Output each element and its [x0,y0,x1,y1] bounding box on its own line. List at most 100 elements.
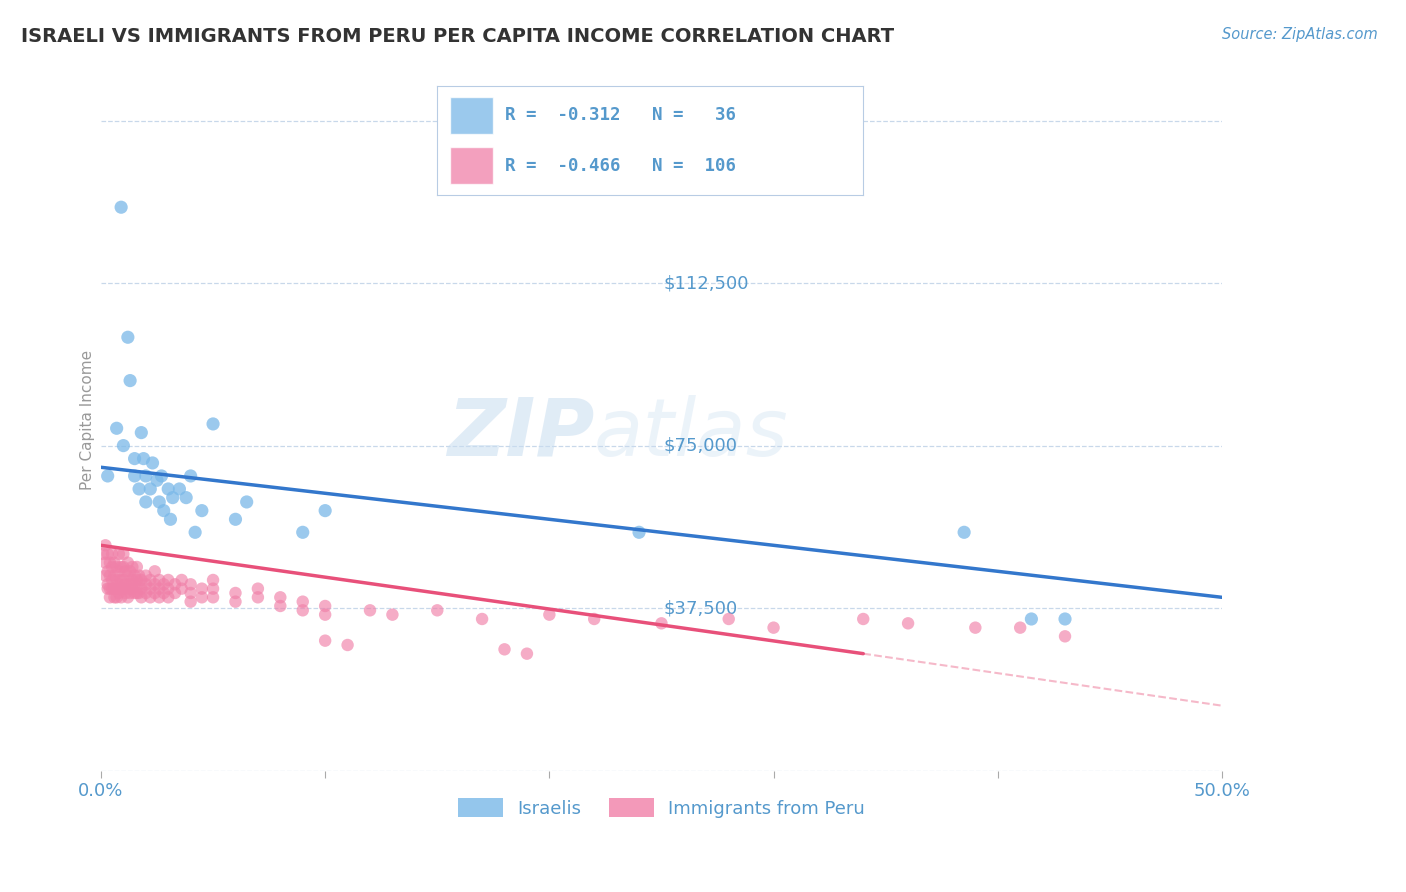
Point [314,607,336,622]
Point [121,582,143,596]
Point [953,525,976,540]
Point [246,582,269,596]
Point [180,577,202,591]
Point [152,586,174,600]
Point [314,599,336,613]
Point [1053,629,1076,643]
Point [108,586,131,600]
Point [103,568,125,582]
Point [125,560,148,574]
Point [121,560,143,574]
Point [139,573,162,587]
Point [143,564,166,578]
Point [852,612,875,626]
Point [120,577,142,591]
Point [163,577,186,591]
Point [103,582,125,596]
Point [135,495,157,509]
Text: ZIP: ZIP [447,394,595,473]
Point [131,573,153,587]
Y-axis label: Per Capita Income: Per Capita Income [80,350,96,490]
Point [1010,621,1032,635]
Point [110,573,132,587]
Point [108,564,131,578]
Point [291,603,314,617]
Point [105,591,128,605]
Point [291,525,314,540]
Point [650,616,672,631]
Point [148,495,170,509]
Point [114,586,136,600]
Point [97,577,120,591]
Point [336,638,359,652]
Point [128,577,150,591]
Point [141,456,163,470]
Point [101,573,124,587]
Point [202,573,225,587]
Point [148,591,170,605]
Point [120,374,142,388]
Legend: Israelis, Immigrants from Peru: Israelis, Immigrants from Peru [451,791,872,825]
Point [897,616,920,631]
Point [157,482,180,496]
Point [135,568,157,582]
Text: $37,500: $37,500 [664,599,738,617]
Text: $112,500: $112,500 [664,274,749,292]
Point [128,586,150,600]
Point [180,594,202,608]
Point [180,586,202,600]
Point [131,582,153,596]
Point [135,586,157,600]
Point [538,607,561,622]
Point [1021,612,1043,626]
Point [101,547,124,561]
Point [184,525,207,540]
Point [1053,612,1076,626]
Point [235,495,257,509]
Point [98,568,121,582]
Point [202,417,225,431]
Point [103,556,125,570]
Point [191,591,214,605]
Point [98,591,121,605]
Point [97,582,120,596]
Point [146,473,169,487]
Point [139,591,162,605]
Point [117,330,139,344]
Point [162,491,184,505]
Point [103,591,125,605]
Point [762,621,785,635]
Point [124,451,146,466]
Point [139,582,162,596]
Point [170,582,193,596]
Point [94,556,117,570]
Point [120,586,142,600]
Text: $75,000: $75,000 [664,436,738,455]
Point [159,512,181,526]
Point [97,547,120,561]
Point [359,603,381,617]
Point [965,621,987,635]
Point [98,556,121,570]
Point [148,573,170,587]
Point [112,547,135,561]
Point [97,469,120,483]
Point [269,591,291,605]
Point [135,577,157,591]
Point [170,573,193,587]
Point [191,582,214,596]
Point [91,547,114,561]
Point [101,582,124,596]
Point [494,642,516,657]
Point [97,564,120,578]
Text: Source: ZipAtlas.com: Source: ZipAtlas.com [1222,27,1378,42]
Point [128,568,150,582]
Point [132,451,155,466]
Point [108,577,131,591]
Point [157,591,180,605]
Point [224,512,246,526]
Point [583,612,606,626]
Point [112,439,135,453]
Point [110,591,132,605]
Point [117,591,139,605]
